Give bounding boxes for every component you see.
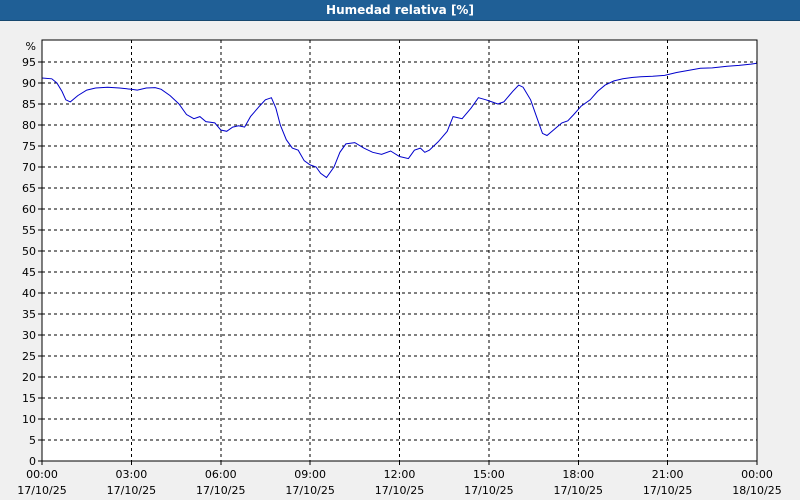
- y-tick-label: 30: [22, 329, 36, 342]
- y-tick-label: 0: [29, 455, 36, 468]
- x-tick-time-label: 09:00: [294, 468, 326, 481]
- x-tick-time-label: 06:00: [205, 468, 237, 481]
- x-tick-date-label: 17/10/25: [285, 484, 334, 497]
- x-tick-date-label: 17/10/25: [196, 484, 245, 497]
- chart-title: Humedad relativa [%]: [0, 0, 800, 21]
- y-tick-label: 80: [22, 119, 36, 132]
- y-tick-label: 60: [22, 203, 36, 216]
- y-tick-label: 15: [22, 392, 36, 405]
- x-tick-time-label: 15:00: [473, 468, 505, 481]
- y-tick-label: 10: [22, 413, 36, 426]
- x-tick-date-label: 17/10/25: [554, 484, 603, 497]
- x-tick-time-label: 03:00: [116, 468, 148, 481]
- x-tick-date-label: 17/10/25: [464, 484, 513, 497]
- y-tick-label: 85: [22, 98, 36, 111]
- y-tick-label: 45: [22, 266, 36, 279]
- x-tick-date-label: 17/10/25: [643, 484, 692, 497]
- y-tick-label: 70: [22, 161, 36, 174]
- y-tick-label: 95: [22, 56, 36, 69]
- y-tick-label: 40: [22, 287, 36, 300]
- x-tick-time-label: 12:00: [384, 468, 416, 481]
- x-tick-time-label: 00:00: [26, 468, 58, 481]
- y-tick-label: 90: [22, 77, 36, 90]
- y-axis-label: %: [26, 40, 36, 53]
- y-tick-label: 5: [29, 434, 36, 447]
- x-tick-time-label: 18:00: [562, 468, 594, 481]
- x-tick-date-label: 18/10/25: [732, 484, 781, 497]
- y-tick-label: 75: [22, 140, 36, 153]
- y-tick-label: 25: [22, 350, 36, 363]
- x-tick-date-label: 17/10/25: [375, 484, 424, 497]
- y-tick-label: 65: [22, 182, 36, 195]
- x-tick-time-label: 21:00: [652, 468, 684, 481]
- y-tick-label: 20: [22, 371, 36, 384]
- x-tick-date-label: 17/10/25: [107, 484, 156, 497]
- y-tick-label: 35: [22, 308, 36, 321]
- y-tick-label: 55: [22, 224, 36, 237]
- y-tick-label: 50: [22, 245, 36, 258]
- x-tick-time-label: 00:00: [741, 468, 773, 481]
- humidity-series-line: [41, 62, 758, 179]
- x-tick-date-label: 17/10/25: [17, 484, 66, 497]
